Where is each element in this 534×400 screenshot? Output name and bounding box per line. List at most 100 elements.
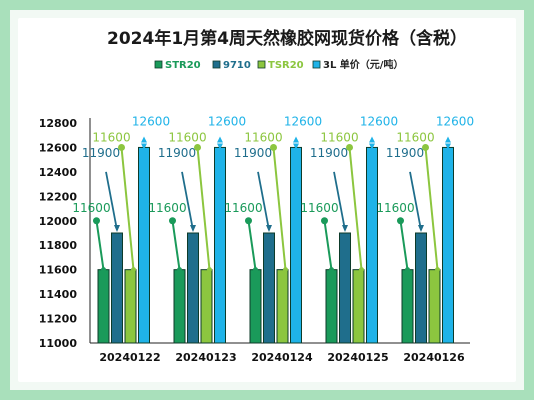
bar-STR20-20240126 [401,269,414,344]
data-label-TSR20: 11600 [92,130,130,144]
leader-dot [397,217,404,225]
leader-dot [93,217,100,225]
leader-dot [329,267,334,273]
bottom-border [0,390,534,400]
bar-STR20-20240125 [325,269,338,344]
right-border [524,0,534,400]
y-tick-label: 12800 [39,117,78,130]
leader-dot [435,267,440,273]
bar-9710-20240122 [111,232,123,344]
y-tick-label: 11600 [39,264,78,277]
leader-dot [283,267,288,273]
data-labels: 1160011900116001260011600119001160012600… [72,114,474,273]
data-label-9710: 11900 [158,146,196,160]
leader-line [424,147,439,270]
bar-TSR20-20240125 [352,269,365,344]
leader-dot [194,143,201,151]
data-label-3L: 12600 [436,114,474,128]
data-label-TSR20: 11600 [168,130,206,144]
leader-dot [207,267,212,273]
leader-line [333,171,346,231]
leader-line [323,220,333,270]
legend-swatch-1 [212,60,221,69]
leader-dot [359,267,364,273]
legend-swatch-3 [312,60,321,69]
top-border [0,0,534,10]
y-axis: 11000 11200 11400 11600 11800 12000 12200 12400… [39,117,91,350]
data-label-9710: 11900 [234,146,272,160]
leader-dot [422,143,429,151]
leader-arrow [369,136,375,150]
bar-TSR20-20240123 [200,269,213,344]
bar-9710-20240126 [415,232,427,344]
leader-dot [118,143,125,151]
leader-arrow [342,225,348,232]
legend: STR20 9710 TSR20 3L 单价（元/吨） [154,58,403,71]
leader-line [171,220,181,270]
bar-3L-20240124 [290,146,302,344]
data-label-3L: 12600 [208,114,246,128]
leader-arrow [217,136,223,150]
leader-line [399,220,409,270]
x-tick-label: 20240122 [99,351,160,364]
data-label-3L: 12600 [360,114,398,128]
legend-label-3: 3L 单价（元/吨） [323,58,403,71]
leader-dot [321,217,328,225]
leader-dot [253,267,258,273]
leader-arrow [190,225,196,232]
leader-dot [169,217,176,225]
data-label-STR20: 11600 [376,201,414,215]
leader-line [348,147,363,270]
leader-line [120,147,135,270]
y-tick-label: 12400 [39,166,78,179]
x-axis: 20240122 20240123 20240124 20240125 20240126 [90,342,470,364]
legend-label-2: TSR20 [268,60,304,71]
legend-label-0: STR20 [165,60,201,71]
y-tick-label: 12200 [39,190,78,203]
leader-line [181,171,194,231]
leader-arrow [445,136,451,150]
data-label-9710: 11900 [386,146,424,160]
leader-dot [270,143,277,151]
leader-line [105,171,118,231]
y-tick-label: 12000 [39,215,78,228]
data-label-STR20: 11600 [148,201,186,215]
bar-TSR20-20240126 [428,269,441,344]
legend-swatch-2 [257,60,266,69]
legend-swatch-0 [154,60,163,69]
left-border [0,0,10,400]
bar-9710-20240125 [339,232,351,344]
leader-line [95,220,105,270]
x-tick-label: 20240126 [403,351,465,364]
leader-line [247,220,257,270]
bar-9710-20240124 [263,232,275,344]
bar-3L-20240126 [442,146,454,344]
bar-3L-20240123 [214,146,226,344]
leader-line [196,147,211,270]
y-tick-label: 11800 [39,239,78,252]
y-tick-label: 11400 [39,288,78,301]
legend-label-1: 9710 [223,60,251,71]
data-label-9710: 11900 [310,146,348,160]
leader-arrow [141,136,147,150]
bar-3L-20240122 [138,146,150,344]
bar-TSR20-20240122 [124,269,137,344]
leader-dot [131,267,136,273]
leader-arrow [114,225,120,232]
data-label-STR20: 11600 [72,201,110,215]
data-label-TSR20: 11600 [320,130,358,144]
leader-dot [405,267,410,273]
x-tick-label: 20240123 [175,351,236,364]
leader-arrow [293,136,299,150]
bar-STR20-20240124 [249,269,262,344]
data-label-STR20: 11600 [224,201,262,215]
x-tick-label: 20240125 [327,351,388,364]
leader-line [272,147,287,270]
y-tick-label: 12600 [39,141,78,154]
bar-STR20-20240123 [173,269,186,344]
bar-3L-20240125 [366,146,378,344]
data-label-9710: 11900 [82,146,120,160]
y-tick-label: 11200 [39,313,78,326]
